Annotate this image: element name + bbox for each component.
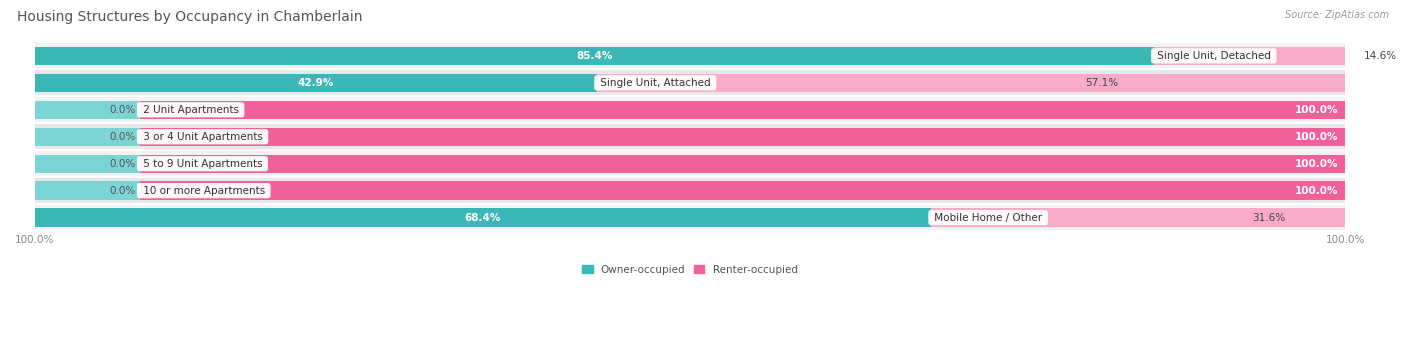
Text: 0.0%: 0.0% [110, 132, 135, 142]
Text: 31.6%: 31.6% [1253, 213, 1285, 223]
Bar [35, 128, 139, 146]
Text: 0.0%: 0.0% [110, 159, 135, 169]
Text: 10 or more Apartments: 10 or more Apartments [139, 186, 269, 196]
Text: Mobile Home / Other: Mobile Home / Other [931, 213, 1045, 223]
Text: 14.6%: 14.6% [1364, 51, 1398, 61]
Bar [35, 150, 1346, 177]
Bar [35, 182, 139, 200]
Bar [596, 74, 1346, 92]
Text: 100.0%: 100.0% [1295, 132, 1339, 142]
Bar [139, 155, 1346, 173]
Text: 100.0%: 100.0% [1295, 186, 1339, 196]
Bar [931, 209, 1346, 227]
Text: 100.0%: 100.0% [1295, 159, 1339, 169]
Bar [35, 69, 1346, 96]
Bar [139, 101, 1346, 119]
Text: 57.1%: 57.1% [1085, 78, 1119, 88]
Text: 2 Unit Apartments: 2 Unit Apartments [139, 105, 242, 115]
Legend: Owner-occupied, Renter-occupied: Owner-occupied, Renter-occupied [578, 260, 801, 279]
Bar [35, 96, 1346, 123]
Bar [35, 74, 596, 92]
Bar [35, 123, 1346, 150]
Bar [35, 101, 139, 119]
Text: 100.0%: 100.0% [1295, 105, 1339, 115]
Text: 42.9%: 42.9% [298, 78, 333, 88]
Bar [35, 209, 931, 227]
Bar [35, 155, 139, 173]
Text: Single Unit, Attached: Single Unit, Attached [596, 78, 714, 88]
Bar [35, 204, 1346, 231]
Text: 0.0%: 0.0% [110, 105, 135, 115]
Text: Source: ZipAtlas.com: Source: ZipAtlas.com [1285, 10, 1389, 20]
Bar [35, 47, 1154, 65]
Bar [1154, 47, 1346, 65]
Bar [139, 128, 1346, 146]
Text: Housing Structures by Occupancy in Chamberlain: Housing Structures by Occupancy in Chamb… [17, 10, 363, 24]
Text: Single Unit, Detached: Single Unit, Detached [1154, 51, 1274, 61]
Text: 5 to 9 Unit Apartments: 5 to 9 Unit Apartments [139, 159, 266, 169]
Text: 3 or 4 Unit Apartments: 3 or 4 Unit Apartments [139, 132, 266, 142]
Text: 68.4%: 68.4% [464, 213, 501, 223]
Text: 85.4%: 85.4% [576, 51, 613, 61]
Bar [139, 182, 1346, 200]
Bar [35, 42, 1346, 69]
Text: 0.0%: 0.0% [110, 186, 135, 196]
Bar [35, 177, 1346, 204]
